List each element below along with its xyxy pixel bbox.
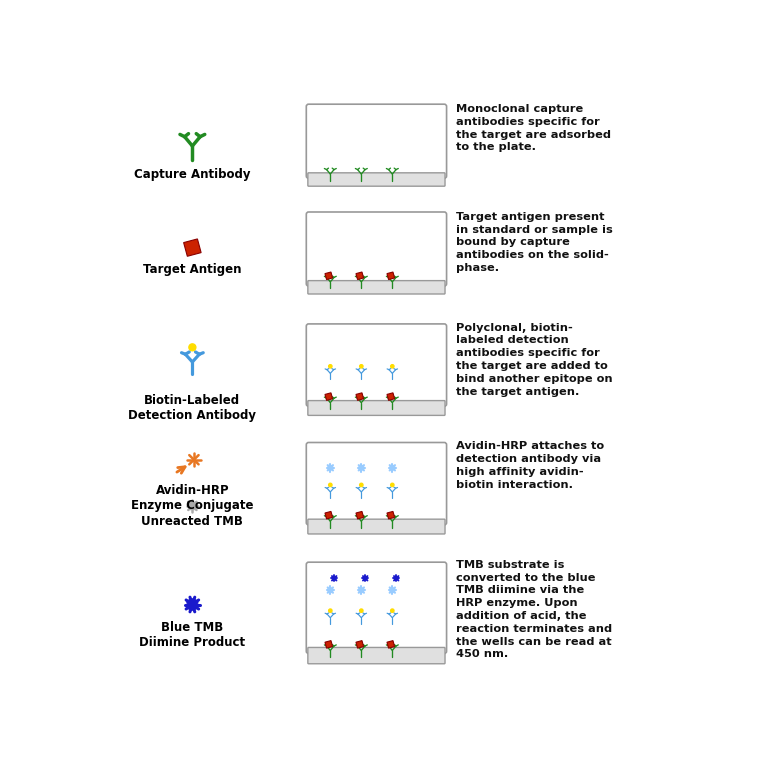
Bar: [356, 393, 364, 400]
Circle shape: [360, 609, 363, 612]
Text: Target Antigen: Target Antigen: [143, 263, 241, 276]
Bar: [387, 511, 394, 519]
Circle shape: [390, 364, 394, 368]
Bar: [183, 239, 201, 256]
Bar: [387, 640, 394, 648]
Text: Monoclonal capture
antibodies specific for
the target are adsorbed
to the plate.: Monoclonal capture antibodies specific f…: [456, 104, 611, 152]
Bar: [387, 272, 394, 280]
Bar: [325, 272, 332, 280]
FancyBboxPatch shape: [306, 442, 447, 525]
Text: Blue TMB
Diimine Product: Blue TMB Diimine Product: [139, 621, 245, 649]
Bar: [325, 511, 332, 519]
Bar: [356, 640, 364, 648]
Text: Capture Antibody: Capture Antibody: [134, 167, 251, 180]
Circle shape: [360, 364, 363, 368]
Text: TMB substrate is
converted to the blue
TMB diimine via the
HRP enzyme. Upon
addi: TMB substrate is converted to the blue T…: [456, 560, 612, 659]
Text: Polyclonal, biotin-
labeled detection
antibodies specific for
the target are add: Polyclonal, biotin- labeled detection an…: [456, 322, 613, 397]
Text: Target antigen present
in standard or sample is
bound by capture
antibodies on t: Target antigen present in standard or sa…: [456, 212, 613, 273]
FancyBboxPatch shape: [306, 104, 447, 178]
Bar: [387, 393, 394, 400]
FancyBboxPatch shape: [306, 562, 447, 653]
Text: Avidin-HRP
Enzyme Conjugate: Avidin-HRP Enzyme Conjugate: [131, 484, 254, 513]
FancyBboxPatch shape: [308, 400, 445, 416]
Bar: [356, 272, 364, 280]
Bar: [356, 511, 364, 519]
Bar: [325, 393, 332, 400]
Text: Biotin-Labeled
Detection Antibody: Biotin-Labeled Detection Antibody: [128, 393, 257, 422]
FancyBboxPatch shape: [306, 324, 447, 406]
Circle shape: [360, 484, 363, 487]
FancyBboxPatch shape: [306, 212, 447, 286]
Circle shape: [390, 609, 394, 612]
Circle shape: [329, 364, 332, 368]
FancyBboxPatch shape: [308, 647, 445, 664]
Circle shape: [329, 609, 332, 612]
FancyBboxPatch shape: [308, 280, 445, 294]
Circle shape: [329, 484, 332, 487]
Text: Unreacted TMB: Unreacted TMB: [141, 515, 243, 528]
Circle shape: [189, 344, 196, 351]
Bar: [325, 640, 332, 648]
Text: Avidin-HRP attaches to
detection antibody via
high affinity avidin-
biotin inter: Avidin-HRP attaches to detection antibod…: [456, 442, 604, 490]
Circle shape: [390, 484, 394, 487]
FancyBboxPatch shape: [308, 520, 445, 534]
FancyBboxPatch shape: [308, 173, 445, 186]
